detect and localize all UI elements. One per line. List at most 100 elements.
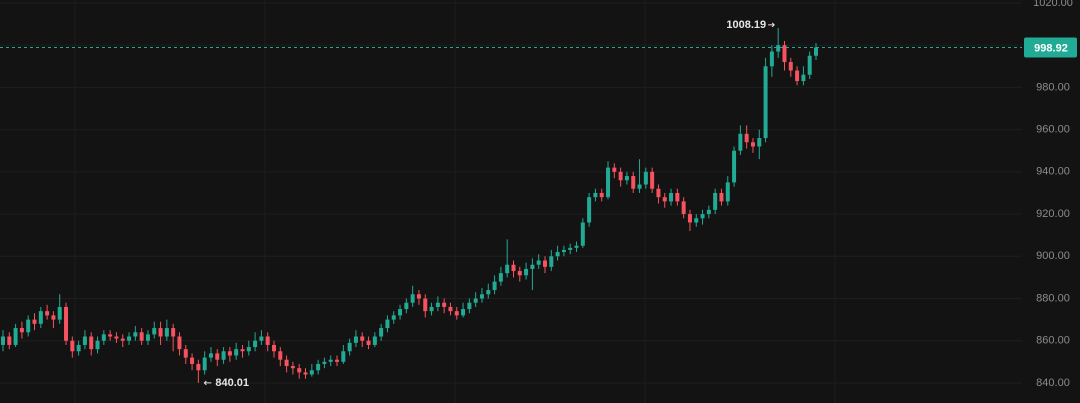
candle-body (574, 245, 579, 248)
y-tick-label: 980.00 (1036, 81, 1070, 93)
candle-body (221, 351, 226, 360)
y-tick-label: 1020.00 (1033, 0, 1073, 9)
candle-body (498, 273, 503, 282)
candle-body (139, 332, 144, 341)
candle-body (612, 167, 617, 172)
candle-body (429, 306, 434, 312)
candle-body (164, 328, 169, 337)
candle-body (76, 344, 81, 352)
candle-body (133, 332, 138, 337)
y-tick-label: 960.00 (1036, 124, 1070, 136)
candle-body (706, 209, 711, 215)
candle-body (278, 351, 283, 360)
candle-body (669, 192, 674, 202)
candle-body (435, 302, 440, 307)
candle-body (51, 315, 56, 320)
candle-body (750, 142, 755, 147)
candle-body (152, 328, 157, 335)
candle-body (448, 306, 453, 312)
candle-body (38, 311, 43, 324)
candle-body (360, 336, 365, 341)
candle-body (801, 74, 806, 82)
candle-body (675, 192, 680, 202)
candle-body (303, 372, 308, 375)
candle-body (461, 309, 466, 316)
candle-body (328, 359, 333, 362)
candle-body (265, 336, 270, 345)
candle-body (272, 344, 276, 352)
candle-body (763, 66, 768, 139)
candle-body (64, 306, 69, 341)
candle-body (744, 133, 749, 143)
price-label-box (1024, 37, 1077, 58)
candle-body (45, 311, 50, 316)
candle-body (366, 340, 371, 345)
candle-body (57, 306, 62, 320)
candle-body (114, 336, 119, 339)
candle-body (719, 192, 724, 202)
candle-body (316, 363, 321, 371)
candle-body (694, 218, 699, 223)
candle-body (145, 334, 150, 341)
candle-body (643, 171, 648, 185)
candle-body (606, 167, 611, 198)
candle-body (423, 298, 428, 312)
candle-body (95, 340, 100, 350)
candle-body (486, 290, 491, 295)
candle-body (108, 334, 113, 337)
candle-body (290, 366, 295, 369)
candle-body (700, 214, 705, 219)
candle-body (183, 349, 188, 358)
candle-body (492, 281, 497, 291)
candle-body (70, 340, 75, 352)
candle-body (26, 319, 31, 333)
candle-body (171, 328, 176, 337)
candle-body (769, 51, 774, 67)
candle-body (322, 361, 327, 364)
candle-body (1, 336, 5, 345)
candle-body (246, 347, 251, 352)
candle-body (410, 294, 415, 303)
candle-body (624, 176, 629, 181)
candle-body (618, 171, 623, 181)
candle-body (599, 192, 604, 198)
candle-body (353, 336, 358, 343)
candle-body (127, 336, 132, 341)
candle-body (561, 249, 566, 253)
candle-body (215, 353, 220, 360)
candle-body (391, 315, 396, 320)
candle-body (738, 133, 743, 151)
candle-body (19, 328, 24, 333)
candle-body (372, 336, 377, 345)
candle-body (227, 351, 232, 356)
candle-body (253, 340, 258, 348)
candle-body (190, 357, 195, 364)
candle-body (713, 192, 718, 210)
y-tick-label: 860.00 (1036, 335, 1070, 347)
candle-body (404, 302, 409, 310)
candle-body (656, 188, 661, 198)
candle-body (208, 353, 213, 358)
candle-body (297, 368, 302, 373)
candle-body (335, 359, 340, 362)
candle-body (442, 302, 447, 307)
y-tick-label: 900.00 (1036, 250, 1070, 262)
candle-body (341, 351, 346, 362)
candle-body (82, 336, 87, 345)
candle-body (202, 357, 207, 371)
high-arrow (768, 22, 775, 28)
price-label: 998.92 (1034, 42, 1068, 54)
candle-body (416, 294, 421, 299)
candle-body (543, 260, 547, 267)
candle-body (580, 222, 585, 246)
candle-body (517, 271, 522, 276)
candle-body (473, 298, 478, 303)
candle-body (814, 47, 818, 56)
candle-body (234, 349, 239, 356)
candle-body (555, 252, 560, 257)
y-tick-label: 880.00 (1036, 292, 1070, 304)
candle-body (725, 182, 730, 202)
candle-body (782, 45, 787, 63)
candle-body (637, 184, 642, 189)
